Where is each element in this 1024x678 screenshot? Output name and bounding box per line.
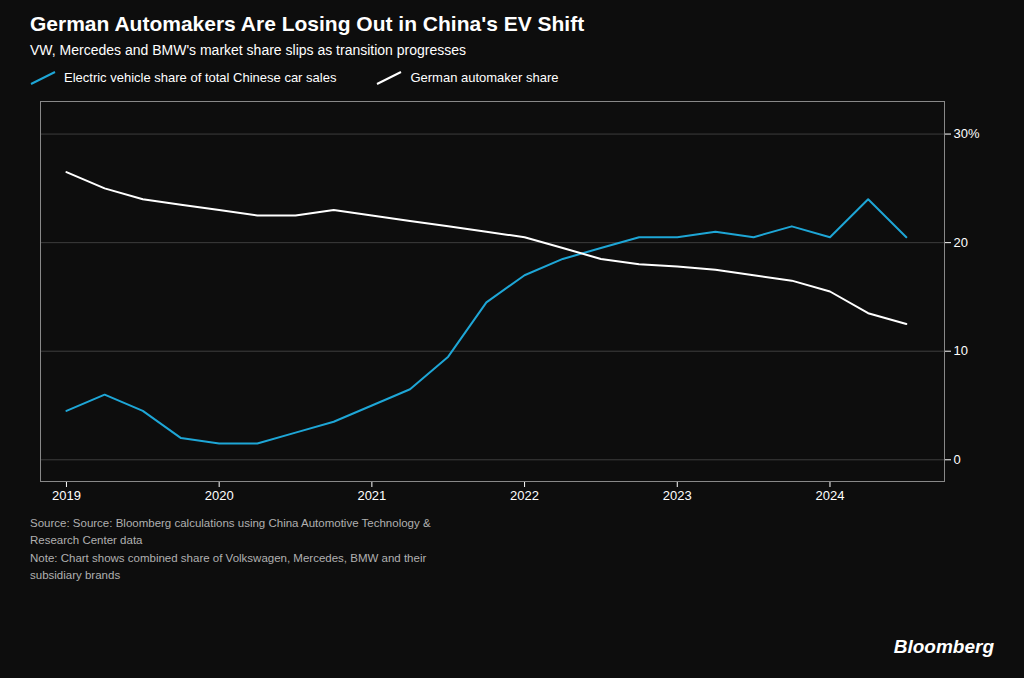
html-text:Source: Source: Bloomberg calc: Source: Source: Bloomberg calculations u… [30, 517, 431, 581]
html-text:Electric vehicle share of tota: Electric vehicle share of total Chinese … [64, 70, 337, 85]
svg-text:2023: 2023 [663, 488, 692, 503]
svg-text:2021: 2021 [357, 488, 386, 503]
svg-text:2020: 2020 [205, 488, 234, 503]
svg-text:2019: 2019 [52, 488, 81, 503]
svg-text:30%: 30% [954, 126, 980, 141]
svg-text:2024: 2024 [816, 488, 845, 503]
html-text:German automaker share: German automaker share [410, 70, 559, 85]
svg-text:2022: 2022 [510, 488, 539, 503]
svg-text:10: 10 [954, 343, 968, 358]
svg-text:0: 0 [954, 452, 961, 467]
html-text:VW, Mercedes and BMW's market: VW, Mercedes and BMW's market share slip… [30, 42, 467, 58]
svg-text:20: 20 [954, 235, 968, 250]
html-text:Bloomberg: Bloomberg [893, 636, 994, 657]
html-text:German Automakers Are Losing O: German Automakers Are Losing Out in Chin… [30, 12, 585, 35]
